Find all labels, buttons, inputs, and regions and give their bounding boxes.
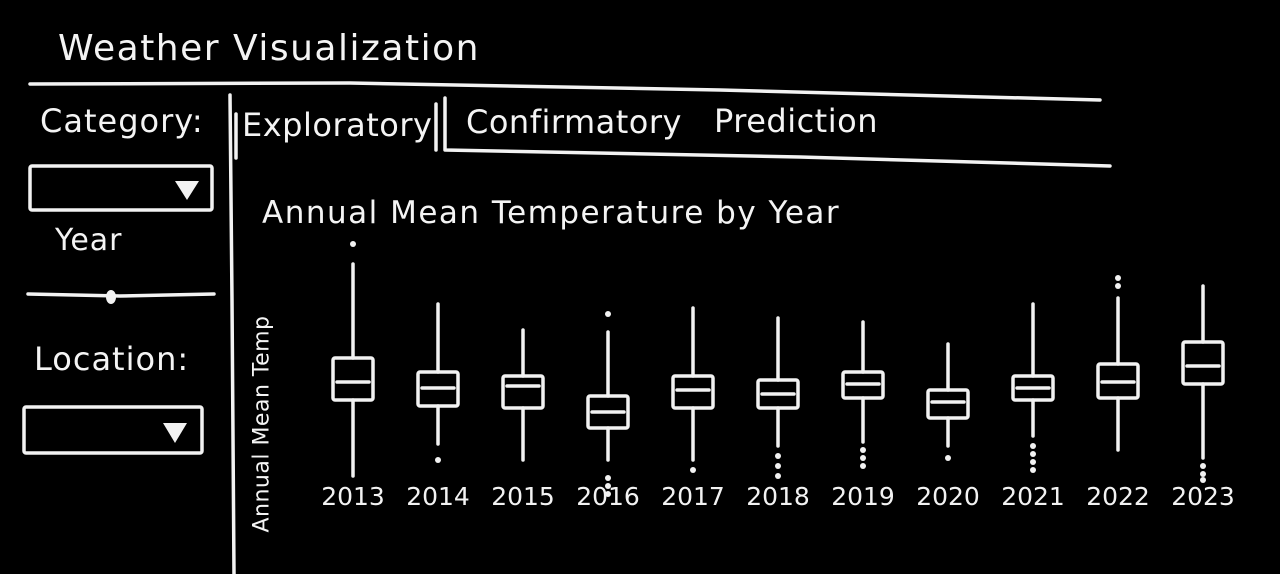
box-outlier-point [775, 463, 781, 469]
app-title: Weather Visualization [58, 28, 480, 69]
box-outlier-point [605, 491, 611, 497]
chart-title: Annual Mean Temperature by Year [262, 195, 841, 231]
box-outlier-point [1030, 459, 1036, 465]
x-tick-label-year: 2019 [831, 482, 895, 511]
year-slider[interactable] [26, 283, 216, 311]
category-dropdown[interactable] [26, 163, 216, 213]
box-iqr [586, 394, 630, 430]
tab-confirmatory[interactable]: Confirmatory [466, 103, 682, 141]
category-dropdown-chevron-down-icon [175, 181, 199, 200]
header-divider [28, 81, 1102, 102]
box-outlier-point [775, 473, 781, 479]
x-tick-label-year: 2014 [406, 482, 470, 511]
year-slider-thumb [106, 290, 116, 304]
category-label: Category: [40, 102, 204, 140]
tab-active-indicator [443, 96, 1112, 168]
location-dropdown-chevron-down-icon [163, 423, 187, 443]
box-outlier-point [435, 457, 441, 463]
box-outlier-point [860, 463, 866, 469]
box-outlier-point [860, 455, 866, 461]
box-outlier-point [1115, 283, 1121, 289]
tab-exploratory[interactable]: Exploratory [242, 106, 433, 144]
box-outlier-point [1115, 275, 1121, 281]
box-outlier-point [1030, 451, 1036, 457]
box-outlier-point [350, 241, 356, 247]
y-axis-label: Annual Mean Temp [249, 315, 275, 533]
box-outlier-point [1200, 471, 1206, 477]
box-iqr [1181, 340, 1225, 386]
box-iqr [331, 356, 375, 402]
box-iqr [1011, 374, 1055, 402]
box-outlier-point [860, 447, 866, 453]
x-tick-label-year: 2021 [1001, 482, 1065, 511]
box-outlier-point [1200, 463, 1206, 469]
box-iqr [1096, 362, 1140, 400]
location-dropdown-frame [22, 405, 204, 455]
box-outlier-point [1030, 443, 1036, 449]
box-outlier-point [1030, 467, 1036, 473]
box-outlier-point [775, 453, 781, 459]
x-tick-label-year: 2022 [1086, 482, 1150, 511]
x-tick-label-year: 2015 [491, 482, 555, 511]
box-iqr [756, 378, 800, 410]
location-label: Location: [34, 340, 190, 378]
year-slider-track [26, 292, 216, 298]
x-tick-label-year: 2017 [661, 482, 725, 511]
box-outlier-point [690, 467, 696, 473]
box-iqr [841, 370, 885, 400]
box-outlier-point [1200, 477, 1206, 483]
box-outlier-point [945, 455, 951, 461]
box-iqr [671, 374, 715, 410]
sidebar-divider [228, 93, 236, 574]
x-tick-label-year: 2018 [746, 482, 810, 511]
location-dropdown[interactable] [20, 404, 205, 456]
x-tick-label-year: 2016 [576, 482, 640, 511]
box-iqr [926, 388, 970, 420]
tab-prediction[interactable]: Prediction [714, 102, 878, 140]
box-outlier-point [605, 311, 611, 317]
year-label: Year [55, 223, 123, 258]
box-iqr [416, 370, 460, 408]
boxplot-chart: 2013 2014 2015 2016 2017 2018 2019 2020 2021 2022… [321, 241, 1235, 511]
x-tick-label-year: 2020 [916, 482, 980, 511]
box-iqr [501, 374, 545, 410]
x-tick-label-year: 2023 [1171, 482, 1235, 511]
box-outlier-point [605, 475, 611, 481]
box-outlier-point [605, 483, 611, 489]
x-tick-label-year: 2013 [321, 482, 385, 511]
category-dropdown-frame [28, 164, 214, 212]
